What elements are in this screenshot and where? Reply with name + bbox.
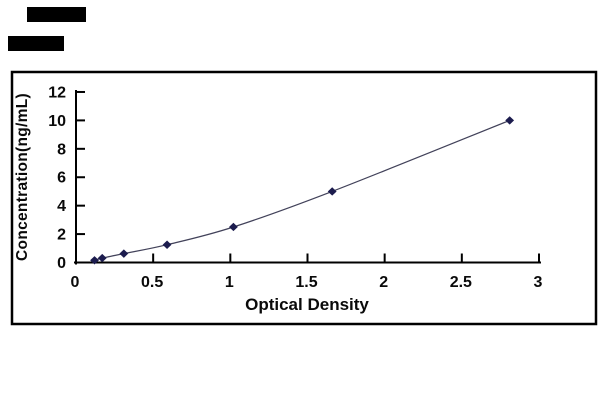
redaction-bar-1 — [27, 7, 86, 22]
data-point-diamond — [119, 249, 129, 258]
x-tick-label: 1 — [225, 274, 234, 291]
x-axis-title: Optical Density — [245, 295, 369, 314]
y-tick-label: 0 — [57, 255, 66, 272]
y-tick-label: 2 — [57, 227, 66, 244]
data-point-diamond — [229, 222, 238, 232]
x-tick-label: 3 — [534, 274, 543, 291]
redaction-bar-2 — [8, 36, 64, 51]
x-tick-label: 0.5 — [141, 274, 163, 291]
x-tick-label: 1.5 — [295, 274, 317, 291]
x-tick-label: 2 — [379, 274, 388, 291]
y-tick-label: 4 — [57, 198, 66, 215]
chart-frame — [10, 70, 598, 326]
y-tick-label: 6 — [57, 170, 66, 187]
data-point-diamond — [90, 256, 99, 265]
data-point-diamond — [505, 116, 515, 125]
y-tick-label: 10 — [48, 113, 66, 130]
x-tick-label: 2.5 — [450, 274, 472, 291]
standard-curve-line — [94, 119, 510, 261]
y-tick-label: 8 — [57, 141, 66, 158]
y-axis-title: Concentration(ng/mL) — [14, 93, 31, 261]
y-tick-label: 12 — [48, 84, 66, 101]
data-point-diamond — [97, 253, 107, 263]
data-point-diamond — [162, 240, 172, 249]
data-point-diamond — [327, 187, 337, 196]
x-tick-label: 0 — [71, 274, 80, 291]
